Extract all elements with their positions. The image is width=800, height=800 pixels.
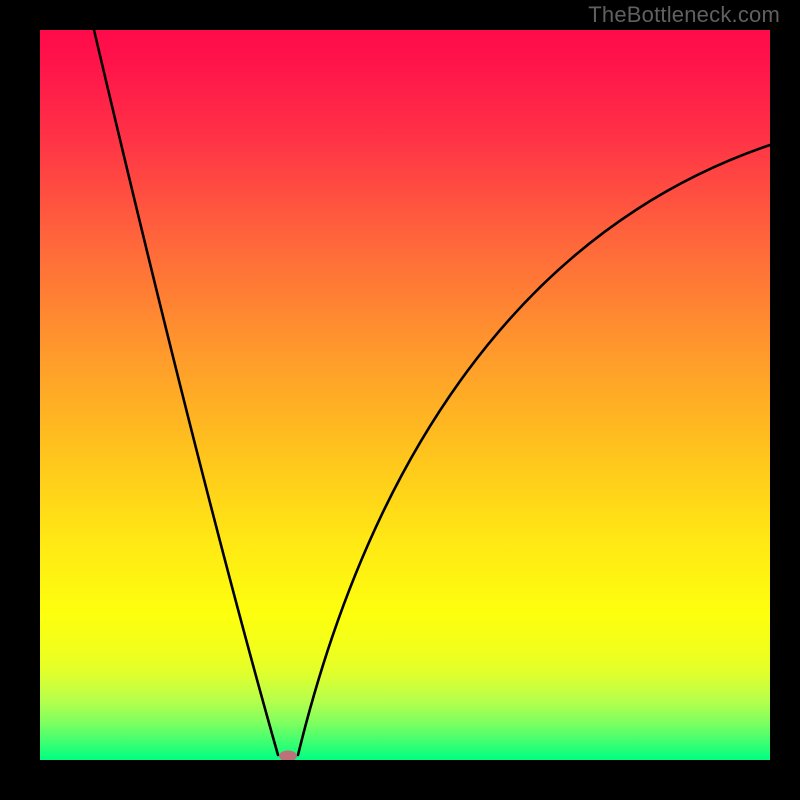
chart-frame: TheBottleneck.com bbox=[0, 0, 800, 800]
watermark-text: TheBottleneck.com bbox=[588, 2, 780, 28]
plot-svg bbox=[40, 30, 770, 760]
plot-area bbox=[40, 30, 770, 760]
gradient-background bbox=[40, 30, 770, 760]
